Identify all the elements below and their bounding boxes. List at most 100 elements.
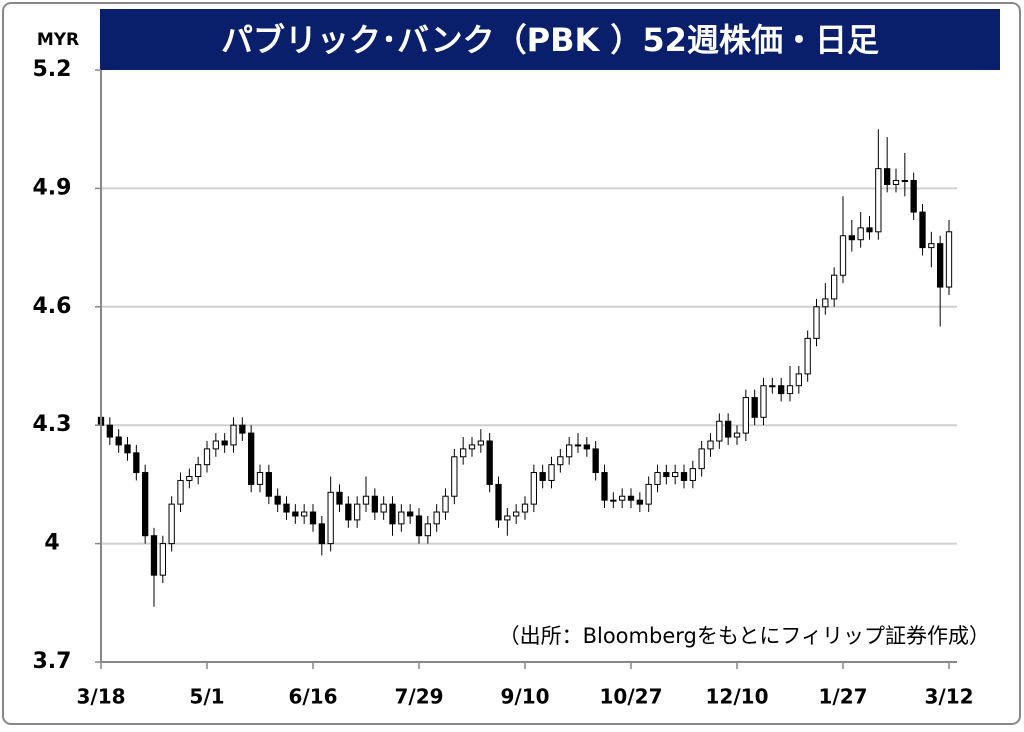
candle-body [716, 420, 723, 442]
candle-body [309, 511, 317, 525]
x-tick-label: 3/12 [924, 685, 973, 709]
candle-body [442, 495, 449, 513]
candle-body [451, 456, 458, 497]
candle-body [177, 479, 184, 505]
y-tick-label: 4 [44, 531, 59, 556]
candle-body [513, 511, 520, 517]
candle-body [945, 231, 953, 288]
chart-title: パブリック･バンク（PBK ）52週株価・日足 [221, 21, 879, 59]
candle-body [592, 448, 599, 474]
candle-body [539, 472, 546, 481]
candle-body [407, 511, 414, 517]
y-tick-label: 4.3 [33, 412, 72, 437]
candle-body [212, 440, 219, 450]
candle-body [795, 373, 802, 387]
y-tick-label: 4.6 [33, 294, 72, 319]
y-tick-label: 4.9 [33, 175, 72, 200]
candle-body [362, 495, 370, 505]
candle-body [928, 243, 935, 249]
candles [97, 129, 953, 607]
candle-body [689, 468, 696, 481]
candle-body [751, 397, 758, 418]
candle-body [327, 491, 334, 545]
title-bar [100, 9, 1000, 70]
candle-body [345, 503, 352, 521]
candle-body [566, 444, 573, 458]
candle-body [619, 495, 626, 501]
candle-body [477, 440, 484, 446]
candle-body [601, 472, 608, 501]
candle-body [292, 511, 299, 517]
candle-body [274, 495, 281, 505]
candle-body [133, 452, 140, 474]
candle-body [636, 499, 643, 505]
candle-body [866, 227, 873, 233]
candle-body [663, 472, 670, 478]
candle-body [380, 503, 387, 513]
candle-body [433, 511, 440, 525]
y-unit: MYR [37, 30, 79, 50]
candle-body [142, 472, 149, 537]
x-tick-label: 7/29 [394, 685, 443, 709]
candle-body [468, 444, 476, 450]
candle-body [424, 523, 431, 537]
candle-body [460, 448, 467, 458]
candle-body [919, 211, 926, 249]
candle-body [831, 274, 838, 300]
candle-body [230, 424, 237, 446]
candle-body [839, 235, 847, 276]
candle-body [371, 495, 378, 513]
candle-body [283, 503, 290, 513]
candle-body [557, 456, 564, 466]
candle-body [725, 420, 732, 438]
candle-body [256, 472, 264, 485]
candle-body [760, 385, 767, 418]
source-note: （出所：Bloombergをもとにフィリップ証券作成） [499, 624, 990, 648]
candle-body [778, 385, 785, 395]
candle-body [786, 385, 794, 395]
candle-body [354, 503, 361, 521]
candle-body [910, 180, 917, 213]
candle-body [336, 491, 343, 505]
candle-body [106, 424, 113, 438]
candle-body [937, 243, 944, 288]
candle-body [150, 535, 158, 576]
candle-body [610, 499, 617, 502]
candle-body [574, 444, 582, 447]
candle-body [203, 448, 211, 466]
candle-body [742, 397, 749, 434]
candle-body [654, 472, 661, 485]
candle-body [521, 503, 529, 513]
candle-body [627, 495, 635, 501]
candle-body [822, 298, 829, 308]
candle-body [857, 227, 864, 241]
candle-body [672, 472, 679, 478]
candle-body [301, 511, 308, 517]
candle-body [495, 483, 502, 521]
candle-body [698, 448, 705, 470]
candle-body [265, 472, 272, 497]
candle-body [848, 235, 855, 241]
candle-body [680, 472, 688, 481]
candle-body [159, 543, 166, 576]
y-tick-label: 5.2 [33, 57, 72, 82]
x-tick-label: 6/16 [288, 685, 337, 709]
candle-body [707, 440, 714, 450]
x-tick-label: 3/18 [76, 685, 125, 709]
candle-body [486, 440, 493, 485]
candle-body [115, 436, 122, 446]
axes: 3.7 4 4.3 4.6 4.9 5.2 3/18 5/1 6/16 7/29 9/10 10/27… [33, 57, 974, 709]
candle-body [813, 306, 820, 339]
candle-body [645, 483, 652, 505]
candle-body [195, 464, 202, 478]
y-tick-label: 3.7 [33, 649, 72, 674]
candle-body [583, 444, 590, 450]
candle-body [530, 472, 537, 505]
candle-body [124, 444, 131, 454]
candle-body [892, 180, 900, 185]
x-tick-label: 5/1 [189, 685, 224, 709]
x-tick-label: 10/27 [600, 685, 663, 709]
candle-body [221, 440, 228, 446]
candle-body [168, 503, 175, 545]
